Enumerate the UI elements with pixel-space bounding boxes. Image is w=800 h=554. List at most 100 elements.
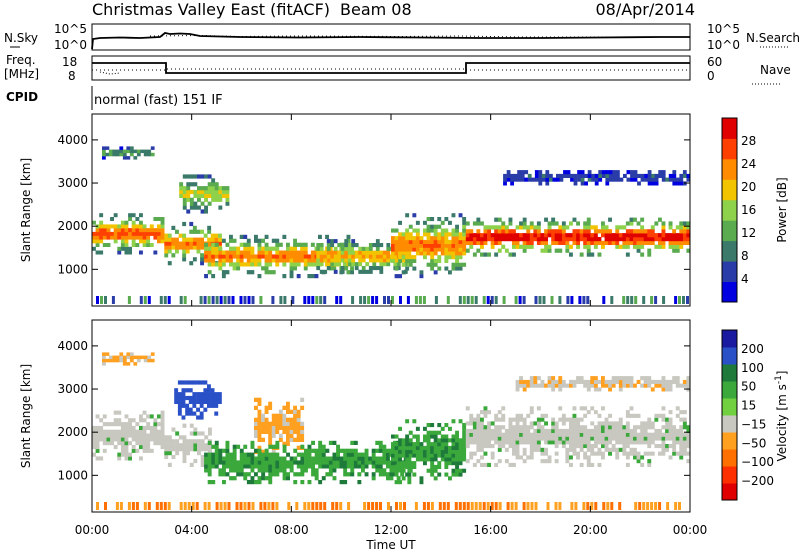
velocity-cell [225, 460, 230, 465]
velocity-cell [533, 421, 538, 426]
velocity-cell [177, 399, 182, 404]
velocity-cell [110, 422, 114, 427]
velocity-cell [494, 428, 499, 433]
power-cell [494, 229, 499, 234]
power-cell [640, 240, 645, 245]
power-cell [382, 254, 387, 259]
velocity-cell [239, 456, 244, 461]
power-clutter-cell [203, 296, 207, 304]
velocity-cell [643, 440, 648, 445]
velocity-clutter-cell [422, 502, 426, 510]
power-cell [551, 217, 556, 222]
velocity-cell [200, 431, 205, 436]
power-cell [490, 240, 495, 245]
power-cell [236, 254, 241, 259]
velocity-cell [679, 444, 684, 449]
power-cell [604, 240, 609, 245]
velocity-cell [512, 425, 516, 430]
power-cell [197, 197, 201, 202]
power-cell [448, 251, 452, 256]
velocity-cell [300, 464, 305, 469]
velocity-clutter-cell [498, 502, 502, 510]
power-cell [264, 262, 269, 267]
power-cell [686, 173, 691, 178]
power-cell [153, 231, 158, 236]
power-cell [293, 250, 297, 255]
power-cell [494, 225, 499, 230]
power-cell [160, 228, 165, 233]
velocity-cell [572, 406, 577, 411]
power-cell [444, 236, 449, 241]
velocity-cell [529, 406, 534, 411]
power-cell [497, 240, 502, 245]
velocity-cell [561, 421, 566, 426]
velocity-cell [254, 405, 258, 410]
velocity-cell [182, 443, 187, 448]
velocity-cell [264, 468, 269, 473]
power-cell [558, 237, 563, 242]
velocity-cell [497, 432, 502, 437]
velocity-cell [188, 411, 193, 416]
power-cell [601, 244, 605, 249]
velocity-cell [472, 425, 477, 430]
velocity-cell [211, 444, 216, 449]
velocity-cell [254, 425, 258, 430]
velocity-cell [665, 417, 669, 422]
velocity-cell [597, 436, 602, 441]
power-cell [619, 177, 624, 182]
power-cell [113, 239, 118, 244]
velocity-cell [143, 358, 148, 363]
power-cell [394, 228, 399, 233]
power-cell [196, 245, 201, 250]
velocity-cell [393, 460, 397, 465]
power-cell [572, 217, 577, 222]
velocity-cell [547, 379, 552, 384]
velocity-heatmap-cells [92, 352, 691, 510]
power-cell [157, 217, 161, 221]
power-cell [444, 232, 449, 237]
power-cell [440, 243, 445, 248]
power-cell [497, 233, 502, 238]
power-cell [423, 232, 427, 237]
velocity-cell [300, 452, 305, 457]
velocity-cell [661, 451, 666, 456]
power-cell [346, 270, 351, 275]
velocity-clutter-cell [646, 502, 650, 510]
nsky-right-tick-top: 10^5 [707, 22, 740, 36]
velocity-cell [386, 476, 390, 481]
velocity-cell [225, 440, 230, 445]
velocity-cell [207, 392, 211, 397]
velocity-cell [389, 468, 394, 473]
power-cell [529, 233, 534, 238]
power-cell [135, 224, 140, 229]
power-cell [135, 235, 140, 240]
velocity-cell [214, 448, 219, 453]
power-cell [483, 233, 488, 238]
power-cell [583, 221, 588, 226]
power-cell [682, 221, 687, 226]
velocity-cell [207, 464, 212, 469]
power-cell [494, 252, 499, 257]
velocity-cell [289, 425, 294, 430]
velocity-cell [300, 405, 305, 410]
power-cell [576, 237, 580, 242]
velocity-cell [146, 445, 151, 450]
velocity-cell [217, 395, 222, 401]
velocity-cell [275, 460, 280, 465]
power-clutter-cell [139, 296, 143, 304]
velocity-cell [615, 447, 620, 452]
velocity-cell [128, 425, 132, 430]
velocity-cell [622, 432, 627, 437]
power-cell [398, 258, 402, 263]
power-cell [408, 243, 413, 248]
power-cell [472, 221, 477, 226]
power-cell [554, 237, 559, 242]
velocity-cell [633, 455, 637, 460]
power-cell [250, 250, 255, 255]
power-cell [275, 254, 280, 259]
power-cell [139, 239, 143, 244]
x-axis-label: Time UT [365, 538, 416, 552]
power-cell [472, 237, 477, 242]
velocity-cell [131, 448, 136, 453]
velocity-cell [282, 421, 287, 426]
